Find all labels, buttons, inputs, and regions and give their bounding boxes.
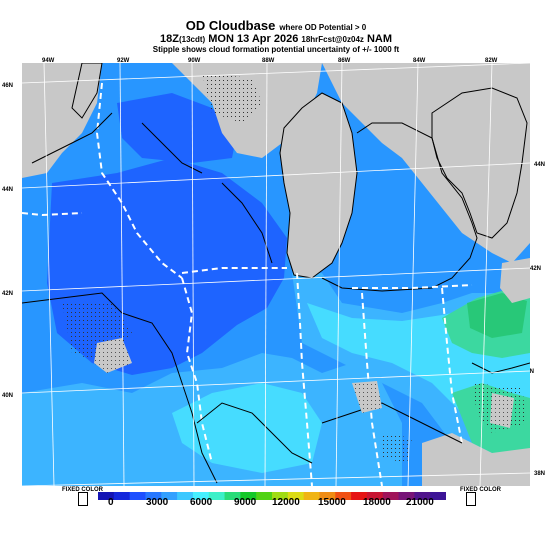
lon-label-94w: 94W (42, 58, 55, 64)
uncertainty-stipple (62, 73, 527, 463)
lon-label-90w: 90W (188, 58, 201, 64)
colorbar-right-fixed-label: FIXED COLOR (460, 487, 502, 493)
colorbar-tick-0: 0 (108, 497, 114, 508)
colorbar-segment (351, 492, 368, 500)
colorbar-segment (414, 492, 431, 500)
run-info: 18Z(13cdt) MON 13 Apr 2026 18hrFcst@0z04… (0, 33, 552, 45)
lat-label-38n: 38N (534, 471, 546, 477)
colorbar-segment (256, 492, 273, 500)
lake-superior-edge (71, 63, 103, 119)
colorbar-segment (319, 492, 336, 500)
colorbar-segment (430, 492, 446, 500)
colorbar-segment (366, 492, 384, 500)
colorbar-segment (113, 492, 131, 500)
run-date: MON 13 Apr 2026 (208, 33, 299, 45)
colorbar-segment (98, 492, 115, 500)
colorbar-segment (192, 492, 210, 500)
field-deep-blue-north (117, 93, 237, 163)
run-time: 18Z (159, 33, 179, 45)
colorbar-segment (129, 492, 146, 500)
lat-label-42n-right: 42N (530, 266, 542, 272)
lon-label-86w: 86W (338, 58, 351, 64)
colorbar-tick-15000: 15000 (318, 497, 346, 508)
colorbar (98, 492, 446, 500)
lat-label-44n-right: 44N (534, 162, 546, 168)
colorbar-tick-21000: 21000 (406, 497, 434, 508)
colorbar-segment (382, 492, 400, 500)
lat-label-44n-left: 44N (2, 187, 14, 193)
colorbar-left-fixed-label: FIXED COLOR (62, 487, 104, 493)
run-local: (13cdt) (178, 35, 206, 44)
colorbar-segment (303, 492, 320, 500)
chart-title: OD Cloudbase where OD Potential > 0 (0, 18, 552, 33)
colorbar-segment (287, 492, 305, 500)
field-dark-green (467, 293, 527, 338)
colorbar-segment (272, 492, 289, 500)
lon-label-92w: 92W (117, 58, 130, 64)
colorbar-tick-6000: 6000 (190, 497, 213, 508)
run-forecast: 18hrFcst@0z04z (301, 35, 364, 44)
colorbar-tick-12000: 12000 (272, 497, 300, 508)
colorbar-right-swatch (466, 492, 476, 506)
colorbar-segment (335, 492, 352, 500)
michigan-lower-peninsula (321, 122, 478, 292)
lon-label-88w: 88W (262, 58, 275, 64)
lat-label-42n-left: 42N (2, 291, 14, 297)
colorbar-tick-3000: 3000 (146, 497, 169, 508)
title-note: where OD Potential > 0 (279, 23, 367, 32)
lat-label-40n-left: 40N (2, 393, 14, 399)
colorbar-segment (161, 492, 178, 500)
colorbar-segment (240, 492, 257, 500)
colorbar-left-swatch (78, 492, 88, 506)
colorbar-segment (224, 492, 241, 500)
colorbar-segment (145, 492, 162, 500)
colorbar-segment (398, 492, 415, 500)
colorbar-tick-18000: 18000 (363, 497, 391, 508)
lon-label-82w: 82W (485, 58, 498, 64)
colorbar-tick-9000: 9000 (234, 497, 257, 508)
lake-huron (431, 87, 528, 239)
lat-label-46n: 46N (2, 83, 14, 89)
colorbar-segment (177, 492, 194, 500)
rivers (22, 112, 530, 484)
lake-michigan (279, 92, 358, 279)
cloudbase-map (22, 63, 530, 486)
lon-label-84w: 84W (413, 58, 426, 64)
field-cyan-south (172, 383, 322, 473)
no-data-southeast (422, 433, 530, 486)
subtitle: Stipple shows cloud formation potential … (152, 45, 400, 54)
title-main: OD Cloudbase (185, 18, 276, 33)
colorbar-segment (208, 492, 226, 500)
model-name: NAM (366, 33, 393, 45)
state-boundaries (22, 82, 473, 486)
